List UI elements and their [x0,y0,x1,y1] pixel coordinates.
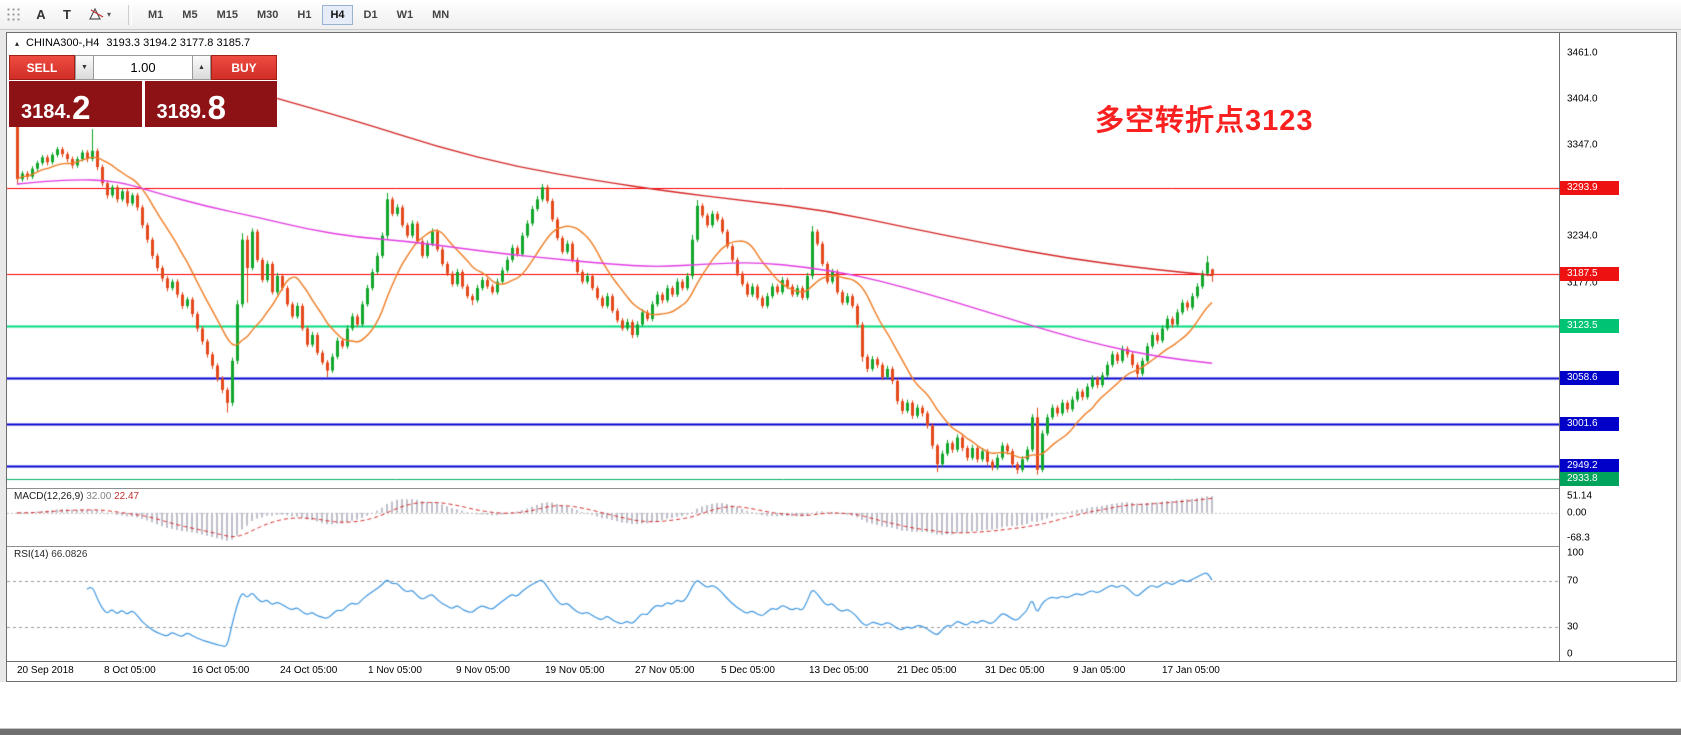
timeframe-h4-button[interactable]: H4 [322,4,353,25]
shapes-icon [88,7,104,23]
macd-name: MACD(12,26,9) [14,491,84,502]
time-axis[interactable]: 20 Sep 2018 8 Oct 05:00 16 Oct 05:00 24 Oct… [7,661,1676,681]
toolbar: A T ▾ M1 M5 M15 M30 H1 H4 D1 W1 MN [0,0,1681,30]
sell-price-main: 3184. [21,101,72,123]
price-axis-label: 3347.0 [1567,139,1598,151]
chart-symbol-label: CHINA300-,H4 [26,37,100,49]
macd-axis-label: -68.3 [1567,532,1590,544]
price-level-badge: 2933.8 [1560,471,1619,486]
time-axis-label: 1 Nov 05:00 [368,665,422,676]
timeframe-w1-button[interactable]: W1 [389,5,422,25]
sell-button[interactable]: SELL [9,55,75,80]
timeframe-mn-button[interactable]: MN [424,5,457,25]
shapes-tool-button[interactable]: ▾ [81,4,118,26]
order-row: SELL ▼ ▲ BUY [9,55,277,80]
macd-value-main: 32.00 [86,491,112,502]
time-axis-label: 17 Jan 05:00 [1162,665,1220,676]
time-axis-label: 5 Dec 05:00 [721,665,775,676]
time-axis-label: 16 Oct 05:00 [192,665,250,676]
buy-price-big-digit: 8 [207,88,226,126]
rsi-axis-label: 0 [1567,648,1573,660]
label-tool-button[interactable]: A [29,4,53,26]
toolbar-separator [128,4,133,25]
rsi-name: RSI(14) [14,549,49,560]
volume-increase-button[interactable]: ▲ [192,55,211,80]
timeframe-d1-button[interactable]: D1 [356,5,386,25]
price-level-badge: 2949.2 [1560,459,1619,474]
time-axis-label: 27 Nov 05:00 [635,665,695,676]
rsi-axis-label: 70 [1567,575,1579,586]
chart-title: ▴ CHINA300-,H4 3193.3 3194.2 3177.8 3185… [15,37,250,49]
time-axis-label: 20 Sep 2018 [17,665,74,676]
macd-axis-label: 51.14 [1567,490,1593,502]
timeframe-m15-button[interactable]: M15 [209,5,246,25]
price-axis-label: 3404.0 [1567,93,1598,105]
price-level-badge: 3187.5 [1560,267,1619,282]
price-level-badge: 3123.5 [1560,318,1619,333]
price-chart-canvas[interactable] [7,33,1560,661]
time-axis-label: 9 Nov 05:00 [456,665,510,676]
price-axis[interactable]: 3461.0 3404.0 3347.0 3234.0 3177.0 51.14 0.00 -… [1559,33,1676,661]
time-axis-label: 31 Dec 05:00 [985,665,1045,676]
price-axis-label: 3461.0 [1567,47,1598,59]
buy-price-main: 3189. [156,101,207,123]
toolbar-drag-handle[interactable] [6,7,22,22]
pane-divider-rsi[interactable] [7,546,1676,547]
chart-window: ▴ CHINA300-,H4 3193.3 3194.2 3177.8 3185… [6,32,1677,682]
timeframe-m30-button[interactable]: M30 [249,5,286,25]
volume-input[interactable] [94,55,192,80]
price-level-badge: 3058.6 [1560,371,1619,386]
rsi-axis-label: 30 [1567,621,1579,632]
price-level-badge: 3293.9 [1560,181,1619,196]
timeframe-m5-button[interactable]: M5 [174,5,205,25]
price-level-badge: 3001.6 [1560,417,1619,432]
status-area [0,682,1681,728]
rsi-value: 66.0826 [51,549,88,560]
chart-annotation: 多空转折点3123 [1095,105,1314,137]
time-axis-label: 9 Jan 05:00 [1073,665,1126,676]
price-axis-label: 3234.0 [1567,230,1598,242]
macd-label: MACD(12,26,9) 32.00 22.47 [14,491,139,502]
pane-divider-macd[interactable] [7,488,1676,489]
price-row: 3184. 2 3189. 8 [9,81,277,127]
buy-price-display[interactable]: 3189. 8 [144,81,277,127]
text-tool-button[interactable]: T [55,4,79,26]
one-click-trading-panel: SELL ▼ ▲ BUY 3184. 2 3189. 8 [9,55,277,127]
rsi-axis-label: 100 [1567,547,1584,559]
time-axis-label: 13 Dec 05:00 [809,665,869,676]
volume-decrease-button[interactable]: ▼ [75,55,94,80]
time-axis-label: 21 Dec 05:00 [897,665,957,676]
rsi-label: RSI(14) 66.0826 [14,549,87,560]
terminal-panel-edge [0,728,1681,735]
timeframe-m1-button[interactable]: M1 [140,5,171,25]
buy-button[interactable]: BUY [211,55,277,80]
timeframe-h1-button[interactable]: H1 [289,5,319,25]
time-axis-label: 19 Nov 05:00 [545,665,605,676]
sell-price-big-digit: 2 [72,88,91,126]
sell-price-display[interactable]: 3184. 2 [9,81,142,127]
chart-symbol-icon: ▴ [15,38,20,48]
time-axis-label: 24 Oct 05:00 [280,665,338,676]
time-axis-label: 8 Oct 05:00 [104,665,156,676]
chevron-down-icon: ▾ [107,10,112,19]
price-axis-label: 3177.0 [1567,277,1598,288]
chart-ohlc-values: 3193.3 3194.2 3177.8 3185.7 [106,37,251,49]
macd-value-signal: 22.47 [114,491,140,502]
macd-axis-label: 0.00 [1567,507,1587,519]
